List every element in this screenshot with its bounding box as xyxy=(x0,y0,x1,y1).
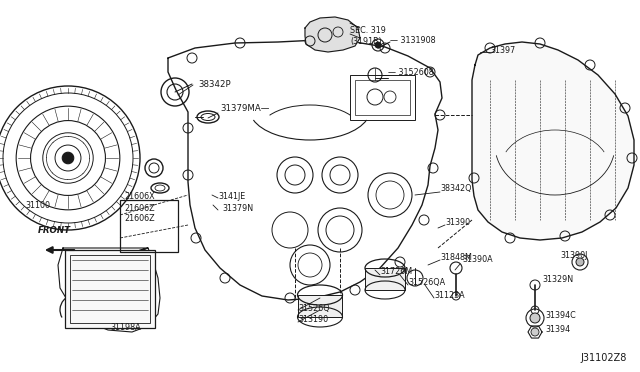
Bar xyxy=(120,200,178,252)
Text: (3191B): (3191B) xyxy=(350,36,381,45)
Text: 21606Z: 21606Z xyxy=(124,214,155,222)
Polygon shape xyxy=(305,17,360,52)
Bar xyxy=(350,75,415,120)
Bar xyxy=(355,80,410,115)
Text: 31390: 31390 xyxy=(445,218,470,227)
Text: FRONT: FRONT xyxy=(38,225,70,234)
Text: 31848M: 31848M xyxy=(440,253,472,263)
Text: 21606Z: 21606Z xyxy=(124,203,155,212)
Text: 31390J: 31390J xyxy=(561,250,588,260)
Text: 31379N: 31379N xyxy=(222,203,253,212)
Text: J31102Z8: J31102Z8 xyxy=(580,353,627,363)
Text: — 3131908: — 3131908 xyxy=(390,35,436,45)
Polygon shape xyxy=(472,42,634,240)
Text: 31100: 31100 xyxy=(25,201,50,209)
Text: 31198A: 31198A xyxy=(110,324,141,333)
Text: 31379MA—: 31379MA— xyxy=(220,103,269,112)
Text: 31390A: 31390A xyxy=(462,256,493,264)
Text: 31329N: 31329N xyxy=(542,276,573,285)
Text: 31123A: 31123A xyxy=(434,291,465,299)
Text: 31394C: 31394C xyxy=(545,311,576,320)
Text: 38342P: 38342P xyxy=(198,80,230,89)
Circle shape xyxy=(531,328,539,336)
Text: 31526Q: 31526Q xyxy=(298,304,330,312)
Bar xyxy=(65,250,155,328)
Circle shape xyxy=(530,313,540,323)
Circle shape xyxy=(375,42,381,48)
Text: SEC. 319: SEC. 319 xyxy=(350,26,386,35)
Text: 31397: 31397 xyxy=(490,45,515,55)
Circle shape xyxy=(576,258,584,266)
Text: 313190: 313190 xyxy=(298,315,328,324)
Bar xyxy=(298,295,342,317)
Text: 3141JE: 3141JE xyxy=(218,192,245,201)
Bar xyxy=(365,268,405,290)
Text: 31526QA: 31526QA xyxy=(408,278,445,286)
Circle shape xyxy=(62,152,74,164)
Bar xyxy=(70,255,150,323)
Text: 31394: 31394 xyxy=(545,326,570,334)
Text: — 3152608: — 3152608 xyxy=(388,67,434,77)
Text: 21606X: 21606X xyxy=(124,192,155,201)
Text: 31726M: 31726M xyxy=(380,267,412,276)
Text: 38342Q: 38342Q xyxy=(440,183,472,192)
